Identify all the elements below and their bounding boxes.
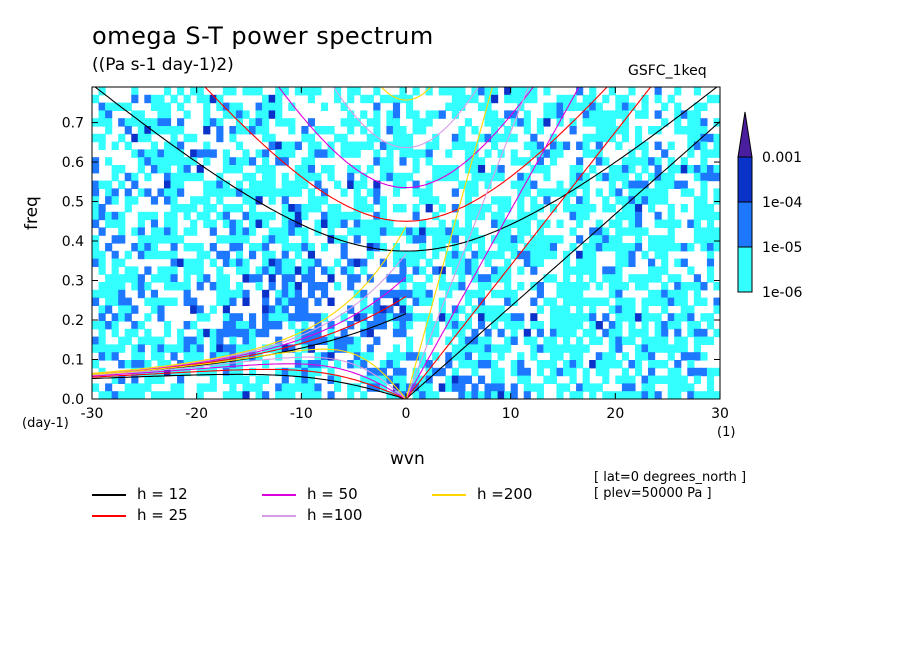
- curve-h200-mode-1: [92, 348, 407, 399]
- curve-h25-mode-1: [92, 368, 407, 399]
- x-tick-label: 10: [502, 406, 520, 422]
- meta-pressure-level: [ plev=50000 Pa ]: [594, 486, 712, 501]
- colorbar-label: 1e-06: [762, 285, 802, 301]
- legend-label-h50: h = 50: [307, 485, 358, 503]
- legend-swatch-h25: [92, 515, 126, 517]
- colorbar-swatch: [737, 156, 753, 203]
- legend-swatch-h100: [262, 515, 296, 517]
- axis-ticks: -30 -20 -10 0 10 20 30 0.0 0.1 0.2 0.3 0.4 0.5 0.6 0.7: [62, 87, 729, 422]
- y-tick-label: 0.5: [62, 195, 84, 211]
- y-tick-label: 0.1: [62, 353, 84, 369]
- y-tick-label: 0.6: [62, 155, 84, 171]
- curve-h100-mode-2: [332, 87, 480, 149]
- curve-h50-mode-2: [278, 87, 534, 189]
- curve-h50-mode-1: [92, 363, 407, 399]
- y-tick-label: 0.7: [62, 116, 84, 132]
- curve-h12-mode-2: [94, 87, 718, 252]
- chart-title: omega S-T power spectrum: [92, 22, 434, 50]
- y-axis-label: freq: [22, 196, 42, 230]
- curve-h50-mode-0: [405, 87, 580, 399]
- y-tick-label: 0.0: [62, 392, 84, 408]
- x-axis-unit: (1): [717, 425, 736, 440]
- curve-h12-mode-0: [405, 121, 720, 399]
- x-tick-label: 0: [402, 406, 411, 422]
- colorbar-label: 0.001: [762, 150, 802, 166]
- y-tick-label: 0.2: [62, 313, 84, 329]
- legend-swatch-h200: [432, 494, 466, 496]
- curve-h100-mode-0: [405, 87, 529, 399]
- x-axis-label: wvn: [390, 449, 425, 469]
- y-axis-unit: (day-1): [22, 416, 69, 431]
- x-tick-label: -30: [81, 406, 104, 422]
- x-tick-label: 30: [711, 406, 729, 422]
- colorbar-triangle: [737, 111, 753, 158]
- colorbar-swatch: [737, 201, 753, 248]
- curve-h100-mode-1: [92, 356, 407, 399]
- chart-subtitle: ((Pa s-1 day-1)2): [92, 55, 234, 75]
- curve-h12-mode-1: [92, 373, 407, 399]
- spectrum-field: [92, 87, 720, 399]
- legend-swatch-h50: [262, 494, 296, 496]
- dispersion-curves: [92, 87, 720, 399]
- colorbar: 1e-06 1e-05 1e-04 0.001: [737, 111, 802, 301]
- run-label: GSFC_1keq: [628, 63, 707, 79]
- legend-label-h12: h = 12: [137, 485, 188, 503]
- meta-latitude: [ lat=0 degrees_north ]: [594, 470, 747, 485]
- x-tick-label: -20: [185, 406, 208, 422]
- y-tick-label: 0.3: [62, 274, 84, 290]
- legend-label-h100: h =100: [307, 506, 363, 524]
- y-tick-label: 0.4: [62, 234, 84, 250]
- curve-h200-mode-0: [405, 87, 494, 399]
- legend-label-h25: h = 25: [137, 506, 188, 524]
- x-tick-label: 20: [606, 406, 624, 422]
- colorbar-label: 1e-05: [762, 240, 802, 256]
- colorbar-swatch: [737, 246, 753, 293]
- x-tick-label: -10: [290, 406, 313, 422]
- curve-h200-mode-3: [92, 226, 407, 374]
- curve-h25-mode-2: [204, 87, 608, 222]
- legend-swatch-h12: [92, 494, 126, 496]
- legend-label-h200: h =200: [477, 485, 533, 503]
- curve-h200-mode-2: [380, 87, 432, 101]
- curve-h25-mode-0: [405, 87, 652, 399]
- colorbar-label: 1e-04: [762, 195, 802, 211]
